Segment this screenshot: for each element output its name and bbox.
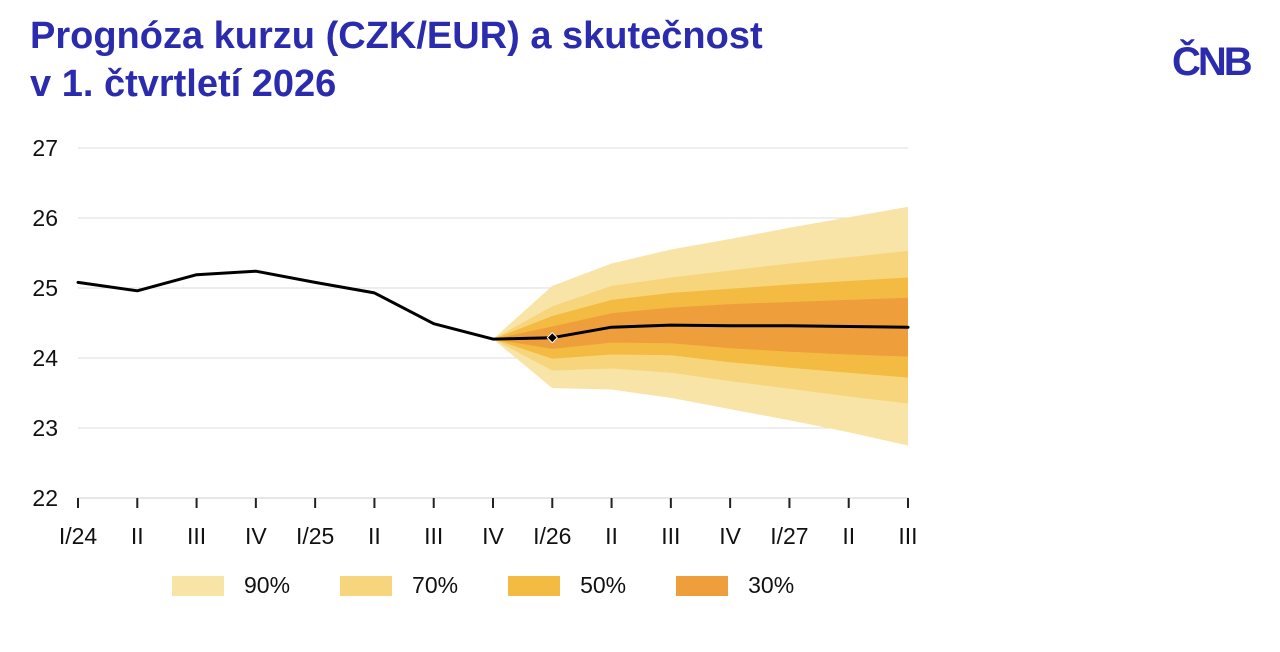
y-tick-label-23: 23	[32, 415, 58, 441]
legend-item-30: 30%	[676, 572, 794, 599]
legend-item-90: 90%	[172, 572, 290, 599]
fan-band-30	[493, 297, 908, 357]
legend-item-50: 50%	[508, 572, 626, 599]
x-tick-label-2: III	[187, 523, 206, 549]
x-tick-label-7: IV	[482, 523, 504, 549]
chart-title-line-2: v 1. čtvrtletí 2026	[30, 63, 337, 105]
y-tick-label-27: 27	[32, 135, 58, 161]
x-tick-label-6: III	[424, 523, 443, 549]
y-tick-label-22: 22	[32, 485, 58, 511]
legend-item-70: 70%	[340, 572, 458, 599]
x-tick-label-8: I/26	[533, 523, 571, 549]
x-tick-label-1: II	[131, 523, 144, 549]
x-tick-label-13: II	[842, 523, 855, 549]
legend-swatch-50	[508, 575, 561, 596]
legend-swatch-70	[340, 575, 393, 596]
x-tick-label-3: IV	[245, 523, 267, 549]
series-line-0	[76, 269, 910, 341]
x-tick-label-5: II	[368, 523, 381, 549]
y-tick-label-24: 24	[32, 345, 58, 371]
legend-swatch-90	[172, 575, 224, 596]
chart-legend: 90% 70% 50% 30%	[172, 572, 844, 599]
x-tick-label-4: I/25	[296, 523, 334, 549]
y-tick-label-26: 26	[32, 205, 58, 231]
chart-title: Prognóza kurzu (CZK/EUR) a skutečnost v …	[30, 12, 763, 108]
y-tick-label-25: 25	[32, 275, 58, 301]
legend-label-70: 70%	[412, 572, 459, 598]
chart-title-line-1: Prognóza kurzu (CZK/EUR) a skutečnost	[30, 15, 763, 57]
actual-value-marker	[546, 331, 558, 344]
legend-label-90: 90%	[244, 572, 291, 598]
x-tick-label-11: IV	[719, 523, 741, 549]
legend-label-30: 30%	[748, 572, 795, 598]
x-tick-label-9: II	[605, 523, 618, 549]
cnb-logo: ČNB	[1172, 40, 1253, 84]
x-tick-label-0: I/24	[59, 523, 98, 549]
x-tick-label-10: III	[661, 523, 680, 549]
x-tick-label-14: III	[898, 523, 917, 549]
x-tick-label-12: I/27	[770, 523, 808, 549]
legend-swatch-30	[676, 575, 729, 596]
legend-label-50: 50%	[580, 572, 627, 598]
